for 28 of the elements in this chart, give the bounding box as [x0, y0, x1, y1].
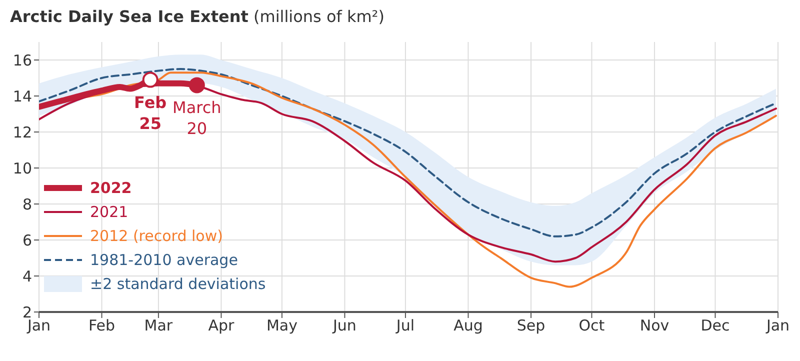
x-tick-label: Mar [144, 316, 174, 335]
x-tick-label: Dec [700, 316, 730, 335]
chart-subtitle: (millions of km²) [253, 7, 384, 26]
y-tick-label: 10 [12, 159, 32, 178]
chart-title: Arctic Daily Sea Ice Extent [10, 7, 248, 26]
annotation: ±2 standard deviations [90, 275, 266, 293]
y-tick-label: 4 [22, 267, 32, 286]
x-tick-label: Apr [208, 316, 236, 335]
annotation: Feb 25 [134, 92, 167, 133]
y-tick-label: 6 [22, 231, 32, 250]
legend-label: 2022 [90, 179, 132, 197]
y-tick-label: 8 [22, 195, 32, 214]
x-tick-label: Feb [88, 316, 116, 335]
y-tick-label: 14 [12, 87, 32, 106]
legend-label: 2021 [90, 203, 128, 221]
x-tick-label: Jun [332, 316, 356, 335]
x-tick-label: Sep [516, 316, 546, 335]
x-tick-label: Jul [395, 316, 415, 335]
x-tick-label: Oct [578, 316, 605, 335]
legend-label: 2012 (record low) [90, 227, 223, 245]
y-tick-label: 16 [12, 51, 32, 70]
x-tick-label: Nov [640, 316, 670, 335]
x-tick-label: Jan [765, 316, 790, 335]
y-tick-label: 12 [12, 123, 32, 142]
x-tick-label: May [266, 316, 298, 335]
x-tick-label: Aug [454, 316, 483, 335]
annotation: March 20 [172, 98, 222, 138]
legend-label: 1981-2010 average [90, 251, 238, 269]
